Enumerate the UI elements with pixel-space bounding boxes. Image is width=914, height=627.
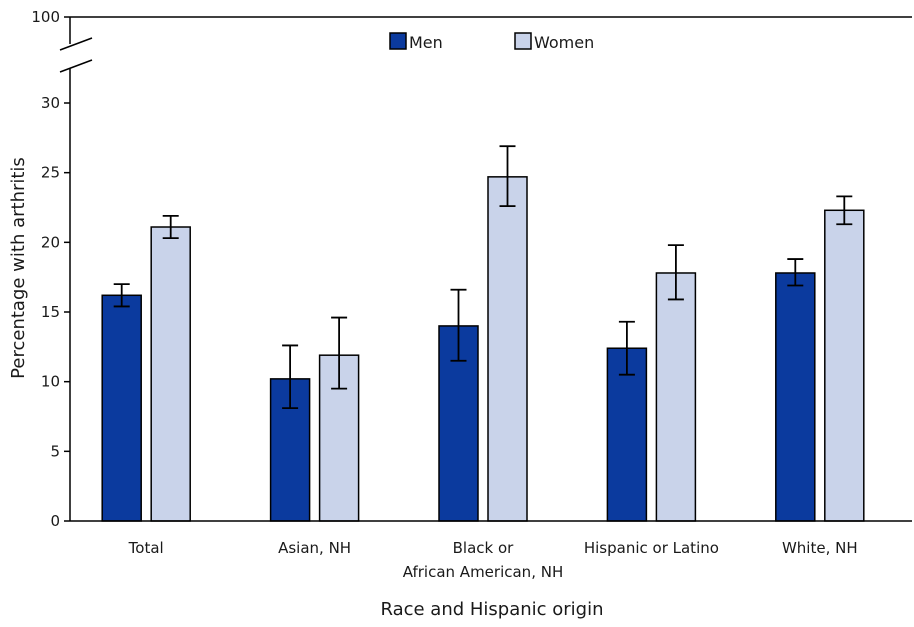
y-tick-label: 15 [41,303,60,321]
error-bars [113,145,853,410]
x-axis: Total Asian, NH Black or African American, … [70,520,912,581]
y-axis: 0 5 10 15 20 25 30 100 [31,8,912,530]
bar-women [655,272,697,522]
bar-women [824,209,865,522]
x-tick-label: Total [128,539,164,557]
y-tick-label: 25 [41,164,60,182]
axis-break-mark [59,37,93,51]
bar-men [775,272,816,522]
legend-label-women: Women [534,33,594,52]
y-tick-label: 0 [50,512,60,530]
axis-break-mark [59,59,93,73]
x-tick-label: Hispanic or Latino [584,539,719,557]
legend: Men Women [389,32,594,52]
x-tick-label: White, NH [782,539,858,557]
legend-label-men: Men [409,33,443,52]
x-tick-label: Asian, NH [278,539,351,557]
bar-men [101,294,142,522]
y-axis-title: Percentage with arthritis [8,157,29,379]
y-tick-label: 10 [41,373,60,391]
legend-swatch-men [389,32,407,50]
y-tick-label: 30 [41,94,60,112]
y-tick-label: 20 [41,233,60,251]
bar-women [150,226,191,522]
x-axis-title: Race and Hispanic origin [380,599,603,620]
y-tick-label: 100 [31,8,60,26]
legend-swatch-women [514,32,532,50]
x-tick-label: Black or African American, NH [403,539,563,581]
bar-women [487,176,528,522]
y-tick-label: 5 [50,442,60,460]
bars [101,176,865,522]
